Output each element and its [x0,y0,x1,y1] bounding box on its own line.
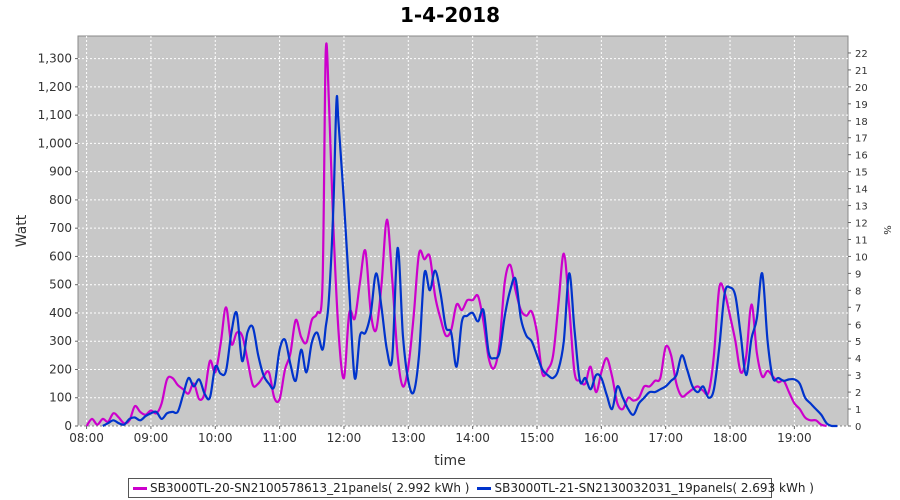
legend: SB3000TL-20-SN2100578613_21panels( 2.992… [128,478,814,498]
y2-tick-label: 13 [855,202,868,213]
legend-item-2: SB3000TL-21-SN2130032031_19panels( 2.693… [477,481,814,495]
x-tick-label: 10:00 [198,431,233,445]
y2-tick-label: 1 [855,405,861,416]
y2-tick-label: 22 [855,49,868,60]
x-axis-ticks: 08:00 09:00 10:00 11:00 12:00 13:00 14:00 15:00… [69,426,812,445]
y2-tick-label: 5 [855,337,861,348]
y2-tick-label: 19 [855,100,868,111]
chart-title: 1-4-2018 [400,3,500,27]
y-tick-label: 1,200 [38,80,72,94]
y-axis-label: Watt [14,214,30,247]
series-line-2 [102,94,838,428]
y-tick-label: 0 [64,419,72,433]
x-tick-label: 08:00 [69,431,104,445]
y-tick-label: 600 [49,249,72,263]
x-tick-label: 11:00 [262,431,297,445]
y-tick-label: 1,100 [38,108,72,122]
y2-tick-label: 3 [855,371,861,382]
series-lines [85,42,838,428]
y2-tick-label: 4 [855,354,861,365]
y2-tick-label: 0 [855,422,861,433]
x-tick-label: 17:00 [648,431,683,445]
y2-tick-label: 16 [855,151,868,162]
y-tick-label: 100 [49,391,72,405]
y-tick-label: 700 [49,221,72,235]
y2-tick-label: 6 [855,320,861,331]
y2-tick-label: 12 [855,219,868,230]
y2-tick-label: 8 [855,286,861,297]
y-tick-label: 900 [49,165,72,179]
y2-tick-label: 15 [855,168,868,179]
legend-item-1: SB3000TL-20-SN2100578613_21panels( 2.992… [133,481,469,495]
y-tick-label: 800 [49,193,72,207]
x-tick-label: 12:00 [327,431,362,445]
y-tick-label: 1,000 [38,136,72,150]
y2-tick-label: 11 [855,235,868,246]
x-tick-label: 09:00 [134,431,169,445]
y2-tick-label: 14 [855,185,868,196]
legend-swatch-2 [477,486,492,490]
x-tick-label: 19:00 [777,431,812,445]
y2-tick-label: 7 [855,303,861,314]
plot-area [77,35,849,427]
y-tick-label: 400 [49,306,72,320]
y2-tick-label: 21 [855,66,868,77]
y2-tick-label: 17 [855,134,868,145]
x-tick-label: 18:00 [713,431,748,445]
y2-tick-label: 18 [855,117,868,128]
y2-tick-label: 10 [855,252,868,263]
y2-axis-label: % [881,225,892,235]
y2-tick-label: 9 [855,269,861,280]
y-tick-label: 300 [49,334,72,348]
y-tick-label: 500 [49,278,72,292]
y2-tick-label: 2 [855,388,861,399]
x-tick-label: 14:00 [455,431,490,445]
x-tick-label: 16:00 [584,431,619,445]
x-tick-label: 13:00 [391,431,426,445]
legend-swatch-1 [133,486,147,490]
grid [78,36,848,427]
x-axis-label: time [434,453,466,469]
y-tick-label: 200 [49,362,72,376]
y-tick-label: 1,300 [38,52,72,66]
x-tick-label: 15:00 [520,431,555,445]
y-axis-ticks: 0 100 200 300 400 500 600 700 800 900 1,000 1,100 1,… [38,52,78,433]
y2-tick-label: 20 [855,83,868,94]
legend-label-1: SB3000TL-20-SN2100578613_21panels( 2.992… [150,481,470,495]
legend-label-2: SB3000TL-21-SN2130032031_19panels( 2.693… [494,481,814,495]
